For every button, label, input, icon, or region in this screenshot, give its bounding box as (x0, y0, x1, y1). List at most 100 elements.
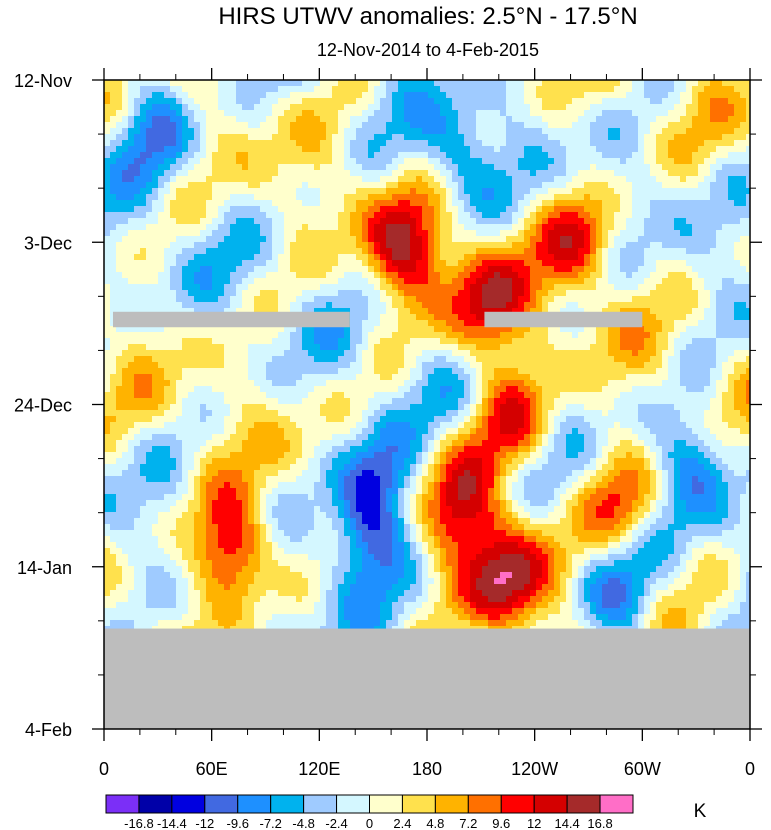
field-cell (140, 206, 147, 213)
field-cell (620, 152, 627, 159)
field-cell (524, 224, 531, 231)
field-cell (176, 308, 183, 315)
field-cell (578, 254, 585, 261)
field-cell (446, 296, 453, 303)
field-cell (452, 116, 459, 123)
field-cell (626, 344, 633, 351)
field-cell (308, 272, 315, 279)
field-cell (392, 338, 399, 345)
field-cell (110, 260, 117, 267)
field-cell (398, 194, 405, 201)
field-cell (122, 326, 129, 333)
field-cell (668, 302, 675, 309)
field-cell (188, 188, 195, 195)
field-cell (458, 188, 465, 195)
field-cell (596, 338, 603, 345)
field-cell (164, 308, 171, 315)
field-cell (368, 158, 375, 165)
field-cell (680, 242, 687, 249)
field-cell (476, 290, 483, 297)
field-cell (314, 296, 321, 303)
field-cell (140, 230, 147, 237)
field-cell (410, 92, 417, 99)
field-cell (122, 230, 129, 237)
field-cell (716, 248, 723, 255)
field-cell (416, 350, 423, 357)
field-cell (602, 80, 609, 87)
field-cell (386, 122, 393, 129)
field-cell (302, 182, 309, 189)
field-cell (386, 152, 393, 159)
field-cell (656, 314, 663, 321)
field-cell (182, 116, 189, 123)
field-cell (518, 176, 525, 183)
field-cell (188, 212, 195, 219)
field-cell (734, 170, 741, 177)
field-cell (500, 296, 507, 303)
field-cell (638, 242, 645, 249)
field-cell (572, 170, 579, 177)
field-cell (290, 218, 297, 225)
field-cell (104, 320, 111, 327)
field-cell (620, 308, 627, 315)
field-cell (326, 248, 333, 255)
field-cell (698, 116, 705, 123)
field-cell (518, 242, 525, 249)
field-cell (206, 200, 213, 207)
field-cell (110, 164, 117, 171)
field-cell (638, 338, 645, 345)
field-cell (332, 332, 339, 339)
field-cell (242, 344, 249, 351)
field-cell (314, 344, 321, 351)
field-cell (338, 104, 345, 111)
field-cell (398, 170, 405, 177)
field-cell (746, 80, 751, 87)
field-cell (662, 128, 669, 135)
field-cell (530, 86, 537, 93)
field-cell (416, 230, 423, 237)
field-cell (404, 236, 411, 243)
field-cell (170, 248, 177, 255)
field-cell (602, 344, 609, 351)
field-cell (650, 92, 657, 99)
field-cell (170, 92, 177, 99)
field-cell (560, 230, 567, 237)
field-cell (698, 104, 705, 111)
field-cell (404, 116, 411, 123)
field-cell (152, 128, 159, 135)
field-cell (140, 176, 147, 183)
field-cell (488, 296, 495, 303)
field-cell (206, 326, 213, 333)
field-cell (248, 170, 255, 177)
field-cell (482, 272, 489, 279)
field-cell (506, 152, 513, 159)
field-cell (662, 134, 669, 141)
field-cell (218, 260, 225, 267)
field-cell (746, 98, 751, 105)
field-cell (518, 116, 525, 123)
field-cell (128, 206, 135, 213)
field-cell (422, 134, 429, 141)
field-cell (644, 254, 651, 261)
field-cell (404, 200, 411, 207)
field-cell (140, 344, 147, 351)
field-cell (152, 266, 159, 273)
field-cell (236, 308, 243, 315)
field-cell (110, 356, 117, 363)
field-cell (278, 338, 285, 345)
field-cell (368, 104, 375, 111)
field-cell (482, 104, 489, 111)
field-cell (182, 230, 189, 237)
field-cell (296, 254, 303, 261)
field-cell (128, 254, 135, 261)
field-cell (434, 344, 441, 351)
field-cell (194, 248, 201, 255)
field-cell (104, 80, 111, 87)
field-cell (194, 236, 201, 243)
field-cell (632, 206, 639, 213)
field-cell (494, 308, 501, 315)
field-cell (650, 314, 657, 321)
field-cell (638, 326, 645, 333)
field-cell (164, 236, 171, 243)
field-cell (200, 80, 207, 87)
